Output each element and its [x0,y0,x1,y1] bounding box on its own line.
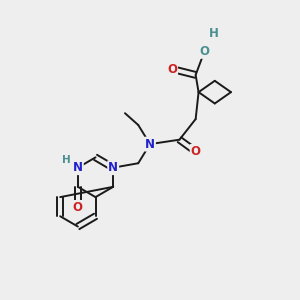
Text: H: H [209,27,219,40]
Text: N: N [145,138,155,151]
Text: O: O [200,45,209,58]
Text: O: O [190,145,201,158]
Text: H: H [62,155,70,165]
Text: N: N [108,161,118,174]
Text: N: N [73,161,83,174]
Text: O: O [73,201,83,214]
Text: O: O [167,62,177,76]
